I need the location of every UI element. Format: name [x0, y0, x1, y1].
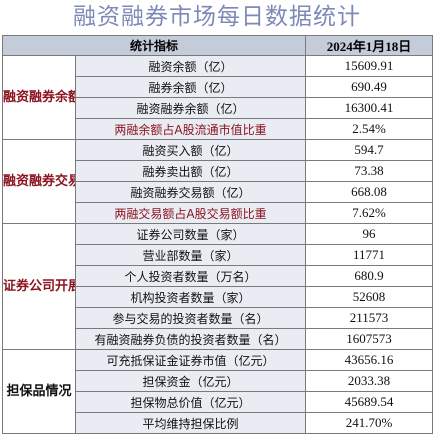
table-row: 担保物总价值（亿元） 45689.54: [3, 391, 434, 413]
row-value: 594.7: [305, 139, 434, 161]
section-label-margin-balance: 融资融券余额情况: [2, 55, 76, 140]
row-value: 96: [305, 223, 434, 245]
header-date: 2024年1月18日: [305, 35, 434, 56]
table-row: 融资融券交易情况 融资买入额（亿） 594.7: [2, 139, 434, 224]
row-label: 融资余额（亿）: [74, 55, 307, 77]
row-value: 2033.38: [305, 370, 434, 392]
row-label: 融资融券余额（亿）: [74, 97, 307, 119]
row-value: 73.38: [305, 160, 434, 182]
row-label: 担保物总价值（亿元）: [74, 391, 307, 413]
row-value: 11771: [305, 244, 434, 266]
row-label: 参与交易的投资者数量（名）: [74, 307, 307, 329]
row-label: 营业部数量（家）: [74, 244, 307, 266]
table-row: 两融余额占A股流通市值比重 2.54%: [3, 118, 434, 140]
table-row: 营业部数量（家） 11771: [3, 244, 434, 266]
row-label: 两融余额占A股流通市值比重: [74, 118, 307, 140]
table-row: 融资融券余额情况 融资余额（亿） 15609.91: [2, 55, 434, 140]
row-value: 680.9: [305, 265, 434, 287]
row-value: 2.54%: [305, 118, 434, 140]
row-label: 融资买入额（亿）: [74, 139, 307, 161]
row-label: 有融资融券负债的投资者数量（名）: [74, 328, 307, 350]
table-row: 机构投资者数量（家） 52608: [3, 286, 434, 308]
row-value: 690.49: [305, 76, 434, 98]
table-row: 平均维持担保比例 241.70%: [3, 412, 434, 434]
row-value: 668.08: [305, 181, 434, 203]
row-value: 7.62%: [305, 202, 434, 224]
row-label: 可充抵保证金证券市值（亿元）: [74, 349, 307, 371]
row-value: 241.70%: [305, 412, 434, 434]
section-label-collateral: 担保品情况: [2, 349, 76, 434]
row-label: 融券卖出额（亿）: [74, 160, 307, 182]
row-value: 45689.54: [305, 391, 434, 413]
table-header-row: 统计指标 2024年1月18日: [1, 35, 434, 56]
table-row: 两融交易额占A股交易额比重 7.62%: [3, 202, 434, 224]
row-label: 证券公司数量（家）: [74, 223, 307, 245]
row-value: 52608: [305, 286, 434, 308]
section-label-margin-trading: 融资融券交易情况: [2, 139, 76, 224]
row-label: 融资融券交易额（亿）: [74, 181, 307, 203]
table-row: 融券余额（亿） 690.49: [3, 76, 434, 98]
table-row: 担保资金（亿元） 2033.38: [3, 370, 434, 392]
row-label: 融券余额（亿）: [74, 76, 307, 98]
section-label-broker-business: 证券公司开展业务情况: [2, 223, 76, 350]
row-label: 机构投资者数量（家）: [74, 286, 307, 308]
row-value: 43656.16: [305, 349, 434, 371]
row-value: 1607573: [305, 328, 434, 350]
row-value: 211573: [305, 307, 434, 329]
row-label: 两融交易额占A股交易额比重: [74, 202, 307, 224]
row-value: 15609.91: [305, 55, 434, 77]
table-row: 个人投资者数量（万名） 680.9: [3, 265, 434, 287]
table-row: 证券公司开展业务情况 证券公司数量（家） 96: [2, 223, 434, 350]
header-indicator: 统计指标: [1, 35, 307, 56]
table-row: 融资融券余额（亿） 16300.41: [3, 97, 434, 119]
row-label: 平均维持担保比例: [74, 412, 307, 434]
row-label: 担保资金（亿元）: [74, 370, 307, 392]
page-title: 融资融券市场每日数据统计: [73, 4, 361, 30]
statistics-table: 统计指标 2024年1月18日 融资融券余额情况 融资余额（亿） 15609.9…: [1, 35, 434, 434]
table-row: 担保品情况 可充抵保证金证券市值（亿元） 43656.16: [2, 349, 434, 434]
row-value: 16300.41: [305, 97, 434, 119]
table-row: 融资融券交易额（亿） 668.08: [3, 181, 434, 203]
row-label: 个人投资者数量（万名）: [74, 265, 307, 287]
table-row: 参与交易的投资者数量（名） 211573: [3, 307, 434, 329]
